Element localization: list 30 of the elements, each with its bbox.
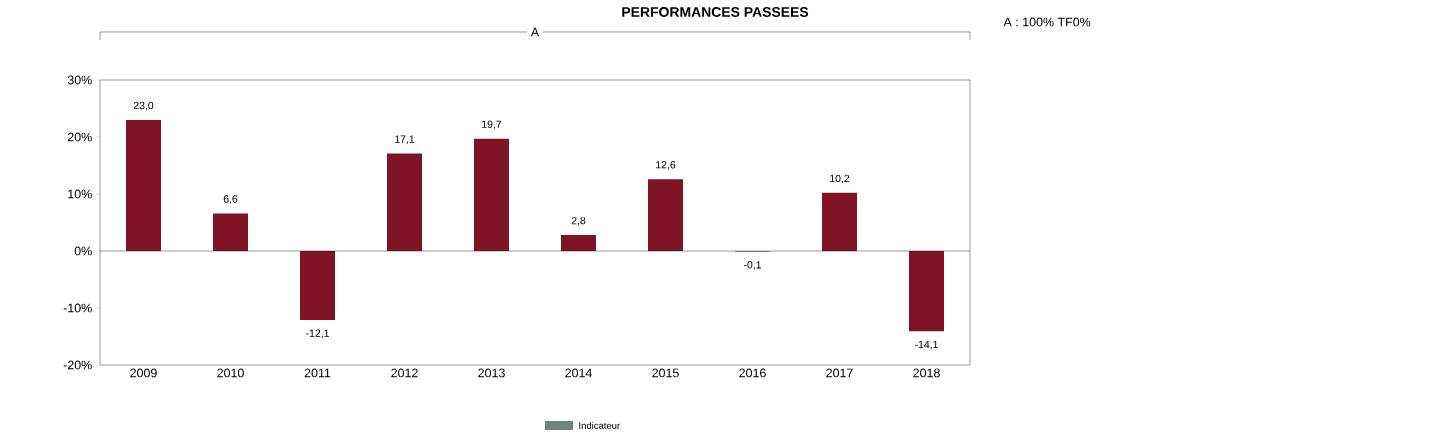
data-label: -0,1 <box>743 261 761 270</box>
y-tick-label: 0% <box>74 246 92 256</box>
data-label: -12,1 <box>306 329 329 339</box>
text: A <box>530 27 540 37</box>
x-tick-label: 2018 <box>913 368 940 378</box>
y-tick-label: 10% <box>68 189 92 199</box>
y-tick-label: -20% <box>63 360 92 370</box>
data-label: 6,6 <box>223 195 238 204</box>
y-tick-label: 30% <box>67 75 92 85</box>
x-tick-label: 2014 <box>565 368 592 378</box>
chart-title: PERFORMANCES PASSEES <box>622 7 809 17</box>
data-label: 10,2 <box>830 174 850 184</box>
y-tick-label: 20% <box>67 132 92 142</box>
legend-label: Indicateur <box>579 422 620 429</box>
text: A : 100% TF0% <box>1003 17 1091 27</box>
data-label: 12,6 <box>656 161 676 170</box>
x-tick-label: 2010 <box>217 368 244 378</box>
y-tick-label: -10% <box>63 303 92 313</box>
data-label: 23,0 <box>133 101 154 111</box>
x-tick-label: 2017 <box>826 368 853 378</box>
x-tick-label: 2013 <box>478 368 505 378</box>
x-tick-label: 2011 <box>304 368 331 378</box>
data-label: 2,8 <box>571 216 586 226</box>
x-tick-label: 2015 <box>652 368 679 378</box>
x-tick-label: 2012 <box>391 368 418 378</box>
data-label: -14,1 <box>915 340 938 350</box>
x-tick-label: 2016 <box>739 368 766 378</box>
data-label: 17,1 <box>395 135 415 145</box>
data-label: 19,7 <box>482 120 502 130</box>
x-tick-label: 2009 <box>130 368 157 378</box>
